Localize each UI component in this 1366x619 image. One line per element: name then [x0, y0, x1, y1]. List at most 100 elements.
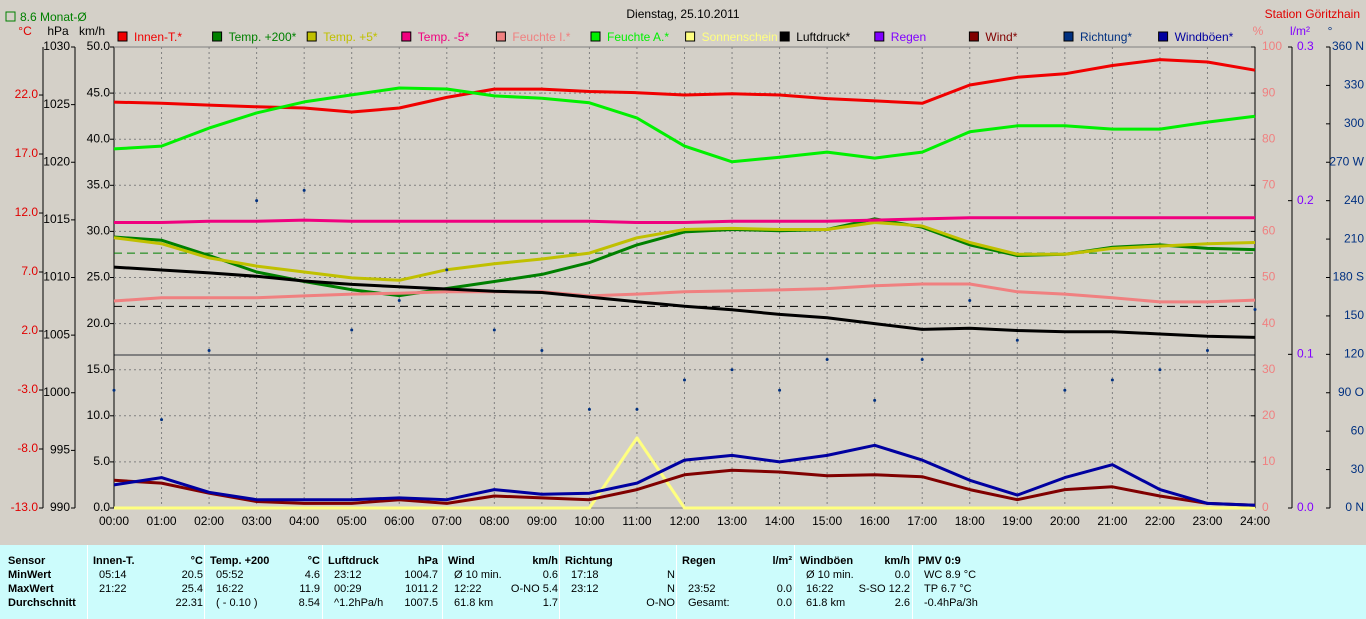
cell-value: 25.4	[181, 583, 203, 595]
direction-dot	[778, 388, 782, 392]
y-tick-label: 1015	[43, 212, 70, 226]
x-tick-label: 14:00	[765, 514, 795, 528]
x-tick-label: 21:00	[1097, 514, 1127, 528]
legend-swatch	[401, 31, 412, 42]
series-line	[113, 265, 1256, 339]
cell-left: 17:18	[571, 569, 599, 581]
direction-dot	[160, 418, 164, 422]
y-tick-label: 30.0	[87, 224, 111, 238]
y-tick-label: 1030	[43, 39, 70, 53]
chart-title: Dienstag, 25.10.2011	[626, 7, 740, 21]
group-name: Temp. +200	[210, 555, 270, 567]
direction-dot	[1158, 368, 1162, 372]
y-tick-label: 180 S	[1333, 270, 1364, 284]
direction-dot	[1205, 348, 1209, 352]
series-line	[113, 86, 1256, 164]
y-tick-label: 10.0	[87, 408, 111, 422]
y-tick-label: 40	[1262, 316, 1276, 330]
x-tick-label: 01:00	[147, 514, 177, 528]
group-name: Luftdruck	[328, 555, 379, 567]
x-tick-label: 04:00	[289, 514, 319, 528]
legend-swatch	[874, 31, 885, 42]
y-tick-label: 990	[50, 500, 70, 514]
y-tick-label: 1010	[43, 270, 70, 284]
axis-unit: hPa	[47, 24, 69, 38]
direction-dot	[730, 368, 734, 372]
x-tick-label: 19:00	[1002, 514, 1032, 528]
legend-label: Temp. +200*	[229, 30, 297, 44]
x-tick-label: 24:00	[1240, 514, 1270, 528]
y-tick-label: 50.0	[87, 39, 111, 53]
group-separator	[559, 545, 560, 619]
cell-left: WC 8.9 °C	[924, 569, 977, 581]
group-separator	[676, 545, 677, 619]
group-name: Richtung	[565, 555, 613, 567]
group-name: Wind	[448, 555, 475, 567]
cell-left: 21:22	[99, 583, 127, 595]
direction-dot	[302, 188, 306, 192]
series-line	[113, 282, 1256, 304]
y-tick-label: 80	[1262, 131, 1276, 145]
x-tick-label: 10:00	[574, 514, 604, 528]
group-name: PMV 0:9	[918, 555, 961, 567]
x-tick-label: 09:00	[527, 514, 557, 528]
direction-dot	[540, 348, 544, 352]
y-tick-label: 1025	[43, 97, 70, 111]
group-separator	[442, 545, 443, 619]
axis-unit: °	[1328, 24, 1333, 38]
cell-value: N	[667, 583, 675, 595]
series-line	[113, 221, 1256, 282]
y-tick-label: -8.0	[17, 441, 38, 455]
y-tick-label: 0.0	[93, 500, 110, 514]
y-tick-label: 60	[1262, 224, 1276, 238]
station: Station Göritzhain	[1265, 7, 1360, 21]
direction-dot	[445, 268, 449, 272]
y-tick-label: 0	[1262, 500, 1269, 514]
monthly-avg-icon	[5, 11, 16, 22]
group-separator	[794, 545, 795, 619]
y-tick-label: 360 N	[1332, 39, 1364, 53]
direction-dot	[587, 407, 591, 411]
series-line	[114, 216, 1255, 224]
y-tick-label: 10	[1262, 454, 1276, 468]
x-tick-label: 20:00	[1050, 514, 1080, 528]
x-tick-label: 03:00	[242, 514, 272, 528]
x-tick-label: 23:00	[1192, 514, 1222, 528]
cell-left: 23:12	[571, 583, 599, 595]
legend-swatch	[590, 31, 601, 42]
cell-left: TP 6.7 °C	[924, 583, 972, 595]
group-unit: °C	[190, 555, 203, 567]
y-tick-label: 995	[50, 443, 70, 457]
y-tick-label: 30	[1351, 462, 1365, 476]
cell-left: 12:22	[454, 583, 482, 595]
x-tick-label: 22:00	[1145, 514, 1175, 528]
legend-label: Feuchte I.*	[512, 30, 570, 44]
row-label: Sensor	[8, 555, 46, 567]
legend-swatch	[306, 31, 317, 42]
y-tick-label: 20	[1262, 408, 1276, 422]
cell-left: 23:52	[688, 583, 716, 595]
y-tick-label: 0.1	[1297, 347, 1314, 361]
direction-dot	[255, 199, 259, 203]
y-tick-label: 5.0	[93, 454, 110, 468]
direction-dot	[350, 328, 354, 332]
y-tick-label: 120	[1344, 347, 1364, 361]
legend-label: Feuchte A.*	[607, 30, 669, 44]
y-tick-label: 90 O	[1338, 385, 1364, 399]
group-name: Regen	[682, 555, 716, 567]
y-tick-label: 0.3	[1297, 39, 1314, 53]
y-tick-label: 20.0	[87, 316, 111, 330]
y-tick-label: 25.0	[87, 270, 111, 284]
group-separator	[912, 545, 913, 619]
cell-value: 22.31	[175, 597, 203, 609]
x-tick-label: 08:00	[479, 514, 509, 528]
legend-swatch	[1158, 31, 1169, 42]
group-unit: °C	[307, 555, 320, 567]
legend-label: Temp. +5*	[323, 30, 378, 44]
cell-value: 11.9	[299, 583, 320, 595]
direction-dot	[207, 348, 211, 352]
y-tick-label: 1005	[43, 327, 70, 341]
cell-value: 1004.7	[404, 569, 438, 581]
group-unit: hPa	[417, 555, 438, 567]
